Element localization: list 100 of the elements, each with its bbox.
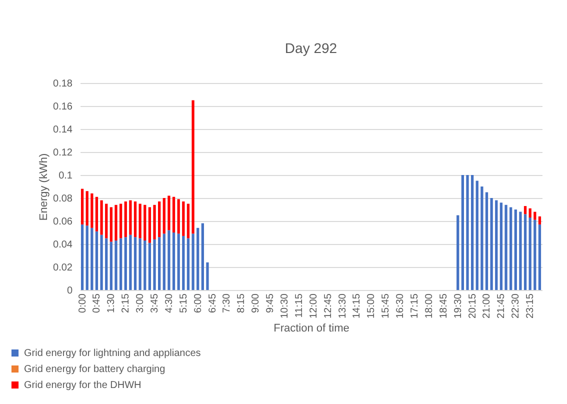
y-tick-label: 0.12 — [53, 148, 73, 158]
bar — [177, 199, 180, 234]
bar — [162, 234, 166, 290]
x-tick-label: 1:30 — [106, 293, 118, 313]
x-tick-label: 3:00 — [135, 293, 146, 313]
bar — [528, 208, 532, 218]
bar — [534, 212, 536, 220]
bar — [485, 192, 488, 290]
chart-title: Day 292 — [284, 40, 338, 56]
x-tick-label: 12:00 — [308, 293, 320, 319]
bar — [105, 238, 108, 290]
bar — [182, 201, 185, 236]
legend-label: Grid energy for the DHWH — [24, 380, 142, 391]
bar — [148, 207, 152, 243]
bar — [95, 231, 98, 290]
x-tick-label: 15:45 — [380, 293, 392, 319]
bar — [134, 237, 137, 290]
bar — [138, 204, 142, 238]
x-tick-label: 17:15 — [410, 293, 421, 319]
bar — [201, 223, 204, 290]
bar — [524, 206, 527, 214]
bar — [119, 204, 122, 238]
legend-label: Grid energy for lightning and appliances — [24, 348, 201, 359]
bar — [124, 237, 127, 290]
bar — [186, 204, 190, 238]
bar — [86, 191, 88, 226]
x-tick-label: 5:15 — [178, 293, 190, 313]
y-tick-label: 0 — [66, 286, 73, 296]
bar — [206, 262, 209, 290]
bar — [80, 224, 84, 290]
bar — [490, 198, 493, 290]
bar — [196, 228, 200, 290]
bar — [100, 234, 103, 290]
bar — [129, 200, 132, 235]
bar — [153, 204, 156, 240]
x-tick-label: 20:15 — [467, 293, 478, 319]
x-tick-label: 19:30 — [452, 293, 464, 319]
bar — [168, 196, 170, 230]
bar — [110, 242, 112, 290]
x-tick-label: 18:00 — [424, 293, 435, 319]
bar — [138, 238, 142, 290]
bar — [86, 226, 88, 290]
bar — [129, 234, 132, 290]
x-tick-label: 12:45 — [322, 293, 334, 319]
bar — [148, 242, 152, 290]
y-axis-title: Energy (kWh) — [38, 153, 50, 221]
x-tick-label: 18:45 — [438, 293, 450, 319]
y-tick-label: 0.06 — [53, 216, 73, 228]
x-tick-label: 21:00 — [482, 293, 493, 319]
bar — [466, 175, 469, 290]
bar — [470, 175, 474, 290]
bar — [500, 202, 503, 290]
bar — [538, 216, 542, 224]
bar — [158, 237, 161, 290]
bar — [172, 232, 176, 290]
bar — [504, 204, 508, 290]
bar — [514, 210, 517, 290]
bar — [124, 201, 127, 238]
y-tick-label: 0.04 — [53, 240, 73, 250]
x-tick-label: 15:00 — [366, 293, 378, 319]
bar — [158, 201, 161, 238]
bar — [110, 207, 112, 242]
bar — [495, 200, 498, 290]
bar — [162, 198, 166, 234]
bar — [534, 220, 536, 290]
bar — [524, 214, 527, 290]
bar — [172, 196, 176, 232]
bar — [182, 236, 185, 290]
bar — [538, 224, 542, 290]
x-tick-label: 22:30 — [510, 293, 522, 319]
y-tick-label: 0.14 — [53, 124, 73, 136]
x-tick-label: 16:30 — [395, 293, 406, 319]
bar — [519, 212, 522, 290]
bar — [186, 238, 190, 290]
bar — [177, 234, 180, 290]
bar — [192, 234, 194, 290]
bar — [480, 186, 484, 290]
bar — [114, 204, 118, 241]
legend-label: Grid energy for battery charging — [24, 364, 166, 375]
x-tick-label: 13:30 — [337, 293, 348, 319]
bar — [528, 218, 532, 290]
y-tick-label: 0.1 — [58, 170, 73, 182]
x-tick-label: 11:15 — [294, 293, 305, 318]
x-tick-label: 2:15 — [120, 293, 132, 313]
x-tick-label: 14:15 — [352, 293, 363, 319]
x-tick-label: 21:45 — [496, 293, 508, 319]
x-tick-label: 6:00 — [192, 293, 204, 313]
y-tick-label: 0.02 — [53, 262, 73, 274]
bar — [95, 196, 98, 232]
x-tick-label: 8:15 — [236, 293, 248, 313]
bar — [461, 175, 464, 290]
bar — [510, 207, 512, 290]
bar — [105, 204, 108, 238]
y-tick-label: 0.18 — [53, 78, 73, 90]
bar — [90, 228, 94, 290]
bar — [80, 188, 84, 224]
x-tick-label: 0:00 — [77, 293, 88, 313]
x-tick-label: 4:30 — [164, 293, 175, 313]
bar — [114, 240, 118, 290]
bar — [134, 201, 137, 238]
